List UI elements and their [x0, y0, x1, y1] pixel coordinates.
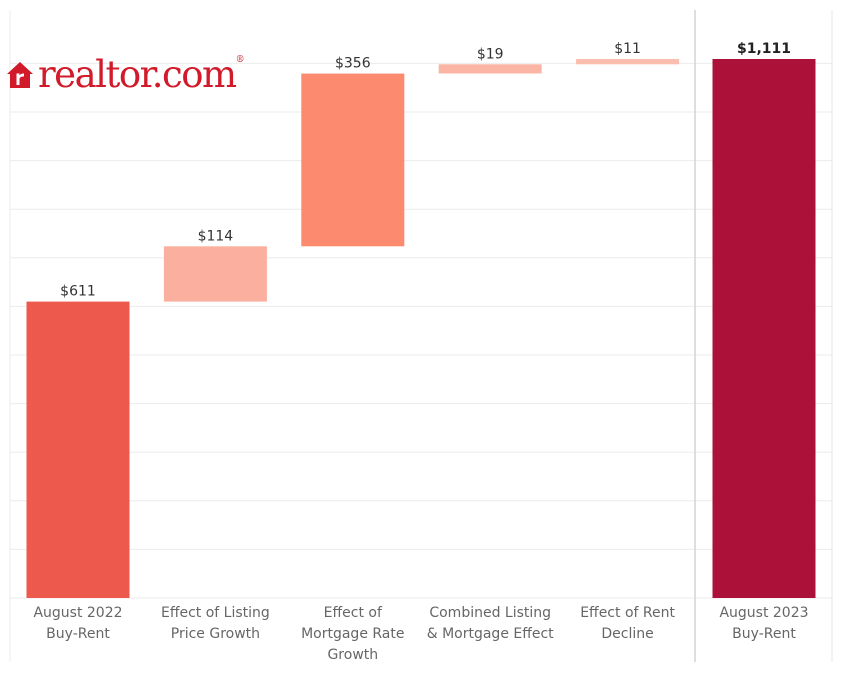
- value-label: $19: [477, 46, 504, 62]
- category-label: Buy-Rent: [46, 626, 110, 642]
- category-label: Buy-Rent: [732, 626, 796, 642]
- bar-delta-2: [301, 73, 405, 247]
- realtor-logo: realtor.com®: [6, 56, 245, 93]
- value-label: $11: [614, 41, 641, 57]
- category-label: Effect of Listing: [161, 605, 270, 621]
- bar-delta-4: [576, 59, 680, 65]
- category-label: Effect of: [324, 605, 383, 621]
- logo-wordmark: realtor.com®: [38, 53, 245, 96]
- category-label: Effect of Rent: [580, 605, 675, 621]
- category-label: August 2022: [33, 605, 122, 621]
- house-icon: [7, 61, 33, 88]
- category-label: Growth: [327, 647, 378, 663]
- bar-delta-1: [163, 246, 267, 302]
- category-label: Combined Listing: [429, 605, 551, 621]
- gridlines: [9, 10, 833, 662]
- bar-total-5: [712, 59, 816, 598]
- category-label: Price Growth: [171, 626, 260, 642]
- category-label: & Mortgage Effect: [427, 626, 554, 642]
- bar-total-0: [26, 301, 130, 598]
- value-label: $1,111: [737, 41, 791, 57]
- value-label: $114: [198, 228, 234, 244]
- category-labels: August 2022 Buy-Rent Effect of Listing Pric…: [33, 605, 808, 663]
- category-label: Decline: [601, 626, 653, 642]
- value-label: $356: [335, 56, 371, 72]
- bar-delta-3: [438, 64, 542, 74]
- bars: [26, 59, 816, 598]
- category-label: Mortgage Rate: [301, 626, 404, 642]
- category-label: August 2023: [719, 605, 808, 621]
- value-label: $611: [60, 284, 96, 300]
- value-labels: $611 $114 $356 $19 $11 $1,111: [60, 41, 791, 300]
